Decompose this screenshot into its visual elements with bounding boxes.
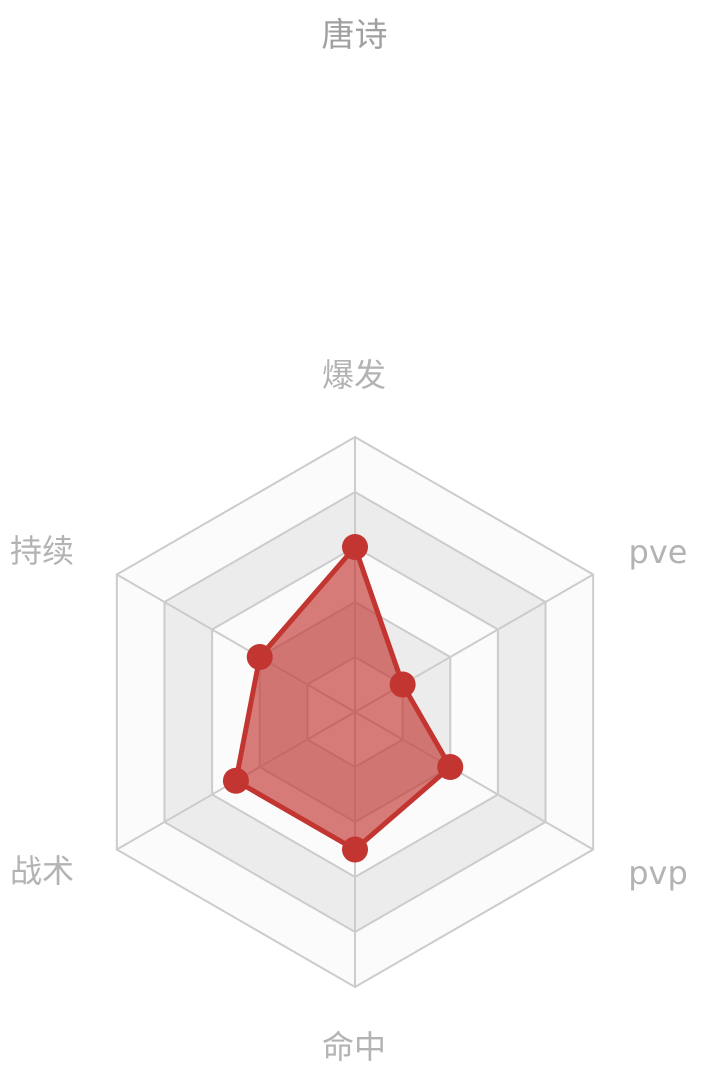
data-point: [222, 767, 249, 794]
data-point: [437, 754, 464, 780]
axis-label: 爆发: [322, 356, 386, 394]
axis-label: 战术: [10, 852, 74, 890]
data-point: [246, 644, 273, 670]
axis-label: pve: [629, 533, 688, 571]
axis-label: 命中: [322, 1028, 386, 1066]
data-point: [342, 534, 368, 560]
chart-title: 唐诗: [321, 15, 388, 54]
data-point: [342, 836, 368, 863]
axis-label: pvp: [628, 854, 688, 892]
data-point: [389, 671, 416, 698]
axis-label: 持续: [10, 532, 74, 570]
